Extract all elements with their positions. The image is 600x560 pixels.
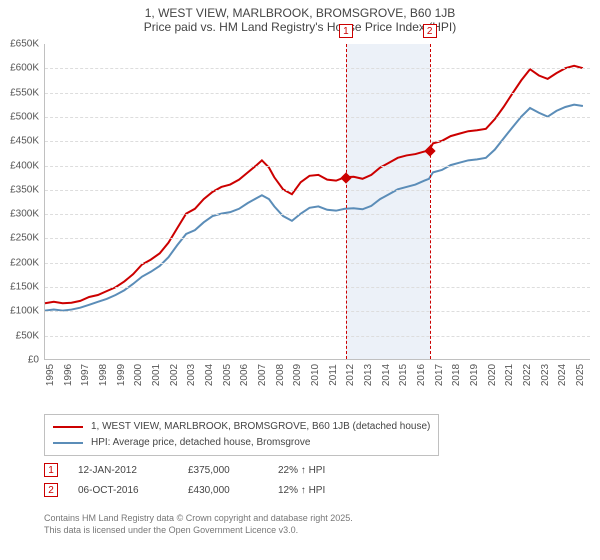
x-axis-tick-label: 2021 <box>504 364 515 386</box>
y-axis-tick-label: £650K <box>10 39 45 50</box>
chart-title-line2: Price paid vs. HM Land Registry's House … <box>0 20 600 38</box>
y-axis-tick-label: £0 <box>28 355 45 366</box>
x-axis-tick-label: 2017 <box>434 364 445 386</box>
gridline-h <box>45 141 590 142</box>
event-vertical-line <box>346 44 347 359</box>
legend-label: 1, WEST VIEW, MARLBROOK, BROMSGROVE, B60… <box>91 419 430 435</box>
transaction-row: 2 06-OCT-2016 £430,000 12% ↑ HPI <box>44 480 368 500</box>
x-axis-tick-label: 2010 <box>310 364 321 386</box>
x-axis-tick-label: 2011 <box>328 364 339 386</box>
x-axis-tick-label: 2014 <box>381 364 392 386</box>
y-axis-tick-label: £600K <box>10 63 45 74</box>
x-axis-tick-label: 2025 <box>575 364 586 386</box>
x-axis-tick-label: 2006 <box>239 364 250 386</box>
x-axis-tick-label: 2024 <box>557 364 568 386</box>
y-axis-tick-label: £250K <box>10 233 45 244</box>
transaction-row: 1 12-JAN-2012 £375,000 22% ↑ HPI <box>44 460 368 480</box>
gridline-h <box>45 117 590 118</box>
x-axis-tick-label: 2000 <box>133 364 144 386</box>
x-axis-tick-label: 2001 <box>151 364 162 386</box>
gridline-h <box>45 336 590 337</box>
chart-title-line1: 1, WEST VIEW, MARLBROOK, BROMSGROVE, B60… <box>0 0 600 20</box>
x-axis-tick-label: 2022 <box>522 364 533 386</box>
event-badge: 2 <box>423 24 437 38</box>
gridline-h <box>45 287 590 288</box>
gridline-h <box>45 93 590 94</box>
legend-swatch <box>53 442 83 444</box>
transaction-delta: 12% ↑ HPI <box>278 485 368 496</box>
transaction-price: £375,000 <box>188 465 258 476</box>
y-axis-tick-label: £100K <box>10 306 45 317</box>
x-axis-tick-label: 1996 <box>63 364 74 386</box>
transactions-table: 1 12-JAN-2012 £375,000 22% ↑ HPI 2 06-OCT-201… <box>44 460 368 500</box>
x-axis-tick-label: 2013 <box>363 364 374 386</box>
y-axis-tick-label: £500K <box>10 111 45 122</box>
transaction-badge: 2 <box>44 483 58 497</box>
transaction-price: £430,000 <box>188 485 258 496</box>
x-axis-tick-label: 1997 <box>80 364 91 386</box>
gridline-h <box>45 263 590 264</box>
gridline-h <box>45 238 590 239</box>
y-axis-tick-label: £50K <box>16 330 45 341</box>
x-axis-tick-label: 2012 <box>345 364 356 386</box>
x-axis-tick-label: 2008 <box>275 364 286 386</box>
chart-legend: 1, WEST VIEW, MARLBROOK, BROMSGROVE, B60… <box>44 414 439 456</box>
transaction-date: 12-JAN-2012 <box>78 465 168 476</box>
legend-swatch <box>53 426 83 428</box>
legend-row: HPI: Average price, detached house, Brom… <box>53 435 430 451</box>
y-axis-tick-label: £550K <box>10 87 45 98</box>
y-axis-tick-label: £400K <box>10 160 45 171</box>
x-axis-tick-label: 2020 <box>487 364 498 386</box>
x-axis-tick-label: 2007 <box>257 364 268 386</box>
x-axis-tick-label: 2019 <box>469 364 480 386</box>
x-axis-tick-label: 2002 <box>169 364 180 386</box>
x-axis-tick-label: 2018 <box>451 364 462 386</box>
event-vertical-line <box>430 44 431 359</box>
x-axis-tick-label: 2016 <box>416 364 427 386</box>
x-axis-tick-label: 2003 <box>186 364 197 386</box>
transaction-delta: 22% ↑ HPI <box>278 465 368 476</box>
chart-plot-area: £0£50K£100K£150K£200K£250K£300K£350K£400… <box>44 44 590 360</box>
legend-label: HPI: Average price, detached house, Brom… <box>91 435 310 451</box>
footnote-line1: Contains HM Land Registry data © Crown c… <box>44 512 353 524</box>
y-axis-tick-label: £350K <box>10 184 45 195</box>
legend-row: 1, WEST VIEW, MARLBROOK, BROMSGROVE, B60… <box>53 419 430 435</box>
x-axis-tick-label: 2015 <box>398 364 409 386</box>
x-axis-tick-label: 2005 <box>222 364 233 386</box>
gridline-h <box>45 214 590 215</box>
x-axis-tick-label: 1995 <box>45 364 56 386</box>
x-axis-tick-label: 1998 <box>98 364 109 386</box>
x-axis-tick-label: 2004 <box>204 364 215 386</box>
transaction-badge: 1 <box>44 463 58 477</box>
transaction-date: 06-OCT-2016 <box>78 485 168 496</box>
x-axis-tick-label: 2023 <box>540 364 551 386</box>
gridline-h <box>45 68 590 69</box>
y-axis-tick-label: £450K <box>10 136 45 147</box>
event-badge: 1 <box>339 24 353 38</box>
gridline-h <box>45 190 590 191</box>
data-source-footnote: Contains HM Land Registry data © Crown c… <box>44 512 353 536</box>
gridline-h <box>45 311 590 312</box>
x-axis-tick-label: 1999 <box>116 364 127 386</box>
series-line <box>45 66 583 303</box>
y-axis-tick-label: £300K <box>10 209 45 220</box>
x-axis-tick-label: 2009 <box>292 364 303 386</box>
footnote-line2: This data is licensed under the Open Gov… <box>44 524 353 536</box>
y-axis-tick-label: £200K <box>10 257 45 268</box>
gridline-h <box>45 166 590 167</box>
y-axis-tick-label: £150K <box>10 282 45 293</box>
